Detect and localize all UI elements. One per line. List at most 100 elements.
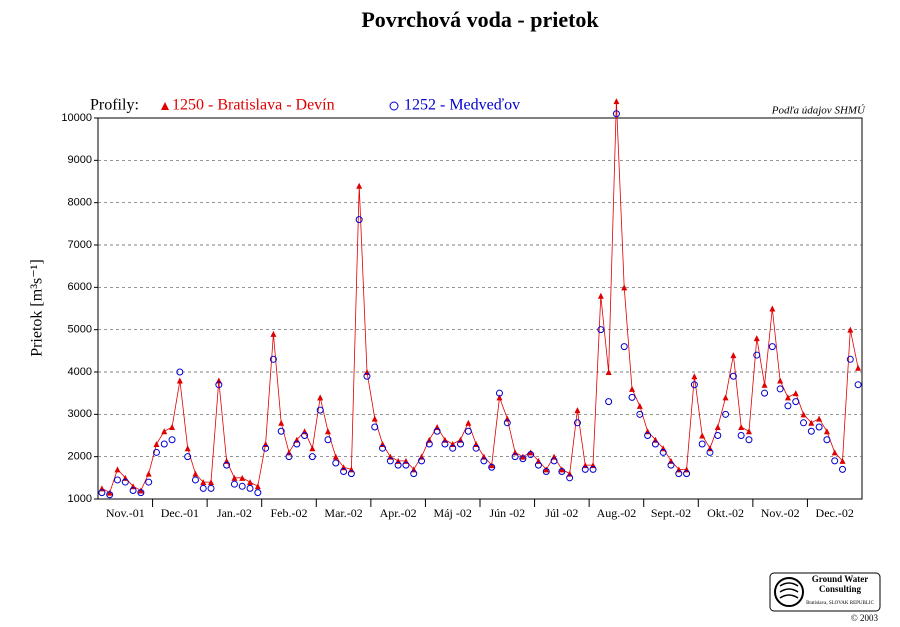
x-tick-label: Sept.-02: [651, 506, 691, 520]
point: [301, 432, 309, 439]
point: [464, 427, 472, 435]
point: [761, 381, 768, 388]
point: [137, 489, 145, 497]
point: [160, 440, 168, 448]
y-tick-label: 4000: [68, 366, 92, 378]
legend-entry: 1250 - Bratislava - Devín: [172, 97, 335, 114]
point: [605, 369, 612, 375]
point: [511, 453, 519, 461]
point: [722, 394, 729, 401]
copyright: © 2003: [851, 613, 879, 623]
y-tick-label: 10000: [61, 112, 92, 124]
point: [332, 459, 340, 467]
x-tick-label: Máj -02: [434, 506, 472, 520]
point: [425, 440, 433, 448]
point: [270, 330, 277, 337]
y-tick-label: 2000: [68, 451, 92, 463]
source-note: Podľa údajov SHMÚ: [771, 105, 866, 117]
point: [215, 381, 223, 389]
point: [847, 326, 854, 333]
point: [698, 440, 706, 448]
y-tick-label: 8000: [68, 197, 92, 209]
legend-title: Profily:: [90, 97, 139, 114]
point: [208, 479, 215, 486]
point: [621, 284, 628, 291]
legend-marker: [389, 101, 399, 111]
x-tick-label: Nov.-01: [106, 506, 145, 520]
point: [667, 461, 675, 469]
point: [285, 453, 293, 461]
point: [247, 479, 254, 486]
point: [846, 355, 854, 363]
point: [488, 463, 496, 471]
point: [738, 424, 745, 431]
point: [675, 470, 683, 478]
x-tick-label: Aug.-02: [597, 506, 637, 520]
x-tick-label: Okt.-02: [707, 506, 744, 520]
chart-title: Povrchová voda - prietok: [361, 7, 599, 32]
point: [106, 491, 114, 499]
x-tick-label: Feb.-02: [271, 506, 308, 520]
point: [153, 440, 160, 447]
point: [254, 489, 262, 497]
point: [745, 428, 752, 435]
point: [457, 440, 465, 448]
logo-waves: [779, 582, 799, 599]
point: [309, 445, 316, 452]
point: [792, 398, 800, 406]
point: [628, 393, 636, 401]
point: [184, 445, 191, 452]
x-tick-label: Mar.-02: [324, 506, 362, 520]
point: [527, 449, 534, 456]
point: [543, 466, 550, 473]
point: [324, 428, 331, 435]
point: [277, 427, 285, 435]
point: [699, 432, 706, 439]
logo-text: Ground Water: [812, 574, 868, 584]
point: [534, 461, 542, 469]
point: [636, 410, 644, 418]
point: [691, 373, 698, 380]
y-tick-label: 3000: [68, 408, 92, 420]
point: [706, 448, 714, 456]
point: [363, 372, 371, 380]
y-tick-label: 1000: [68, 493, 92, 505]
x-tick-label: Dec.-01: [161, 506, 199, 520]
point: [597, 292, 604, 299]
point: [161, 428, 168, 435]
point: [176, 377, 183, 384]
point: [145, 478, 153, 486]
point: [332, 453, 339, 460]
point: [488, 462, 495, 469]
point: [207, 484, 215, 492]
point: [581, 465, 589, 473]
point: [355, 216, 363, 224]
point: [121, 478, 129, 486]
point: [550, 457, 558, 465]
point: [659, 448, 667, 456]
point: [737, 432, 745, 439]
logo: Ground Water Consulting Bratislava, SLOV…: [769, 572, 881, 623]
logo-frame: [769, 572, 881, 612]
point: [293, 440, 301, 448]
x-tick-label: Jún -02: [489, 506, 525, 520]
point: [114, 466, 121, 473]
point: [231, 474, 238, 481]
point: [730, 352, 737, 359]
point: [644, 432, 652, 439]
point: [651, 440, 659, 448]
point: [558, 466, 565, 473]
y-tick-label: 7000: [68, 239, 92, 251]
point: [683, 470, 691, 478]
point: [800, 411, 807, 418]
point: [815, 423, 823, 431]
point: [106, 489, 113, 496]
x-tick-label: Jan.-02: [217, 506, 252, 520]
point: [855, 364, 862, 371]
point: [317, 394, 324, 401]
point: [192, 470, 199, 477]
series-line: [101, 101, 859, 494]
point: [223, 461, 231, 469]
legend-marker: [161, 102, 169, 110]
